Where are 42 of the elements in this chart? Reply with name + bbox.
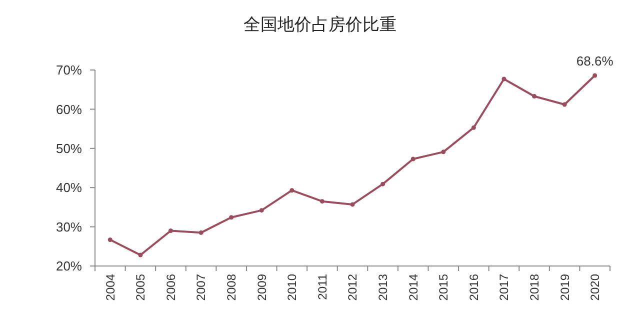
point: [592, 73, 598, 78]
point: [198, 230, 204, 235]
x-tick-label: 2020: [588, 274, 602, 301]
y-tick-label: 70%: [56, 62, 82, 78]
x-tick-label: 2014: [406, 274, 420, 301]
point: [138, 252, 143, 258]
y-tick-label: 50%: [56, 140, 82, 156]
x-tick-label: 2008: [224, 274, 239, 301]
x-tick-label: 2017: [497, 274, 512, 301]
point: [229, 215, 234, 220]
x-tick-label: 2016: [466, 274, 481, 301]
point: [290, 188, 294, 193]
point: [410, 156, 416, 162]
x-tick-label: 2007: [194, 274, 208, 301]
x-tick-label: 2004: [103, 274, 118, 301]
point: [502, 76, 506, 82]
y-tick-label: 30%: [56, 219, 82, 234]
x-tick-label: 2012: [346, 274, 360, 301]
x-tick-label: 2011: [315, 274, 330, 300]
chart-title: 全国地价占房价比重: [244, 15, 396, 35]
x-tick-label: 2015: [436, 274, 451, 301]
annotation: 68.6%: [576, 53, 614, 68]
x-tick-label: 2009: [254, 274, 269, 301]
point: [320, 199, 324, 204]
x-tick-label: 2013: [376, 274, 390, 301]
point: [168, 228, 173, 233]
y-tick-label: 20%: [56, 258, 82, 274]
x-tick-label: 2019: [558, 274, 572, 301]
x-tick-label: 2005: [134, 274, 148, 301]
point: [471, 125, 476, 130]
point: [259, 208, 264, 213]
x-tick-label: 2010: [285, 274, 300, 301]
point: [350, 202, 355, 207]
x-tick-label: 2018: [527, 274, 542, 301]
y-tick-label: 40%: [56, 180, 82, 196]
point: [108, 237, 112, 242]
point: [532, 94, 537, 99]
point: [441, 150, 446, 154]
point: [562, 102, 567, 107]
point: [380, 182, 386, 186]
x-tick-label: 2006: [164, 274, 178, 301]
y-tick-label: 60%: [56, 102, 82, 117]
